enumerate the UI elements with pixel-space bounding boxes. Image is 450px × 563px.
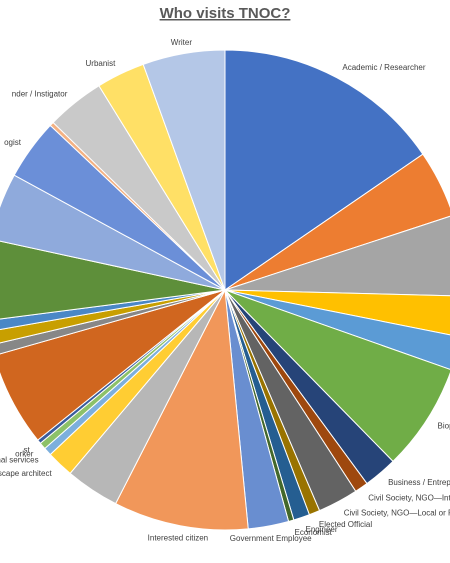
pie-slice bbox=[114, 288, 249, 531]
slice-label: Economist bbox=[295, 528, 333, 537]
pie-slice bbox=[0, 289, 226, 355]
slice-label: orker bbox=[15, 450, 34, 459]
slice-label: Writer bbox=[171, 38, 193, 47]
slice-label: Interested citizen bbox=[148, 534, 208, 543]
pie-slice bbox=[224, 153, 450, 291]
pie-slice bbox=[224, 289, 450, 463]
pie-slices bbox=[0, 49, 450, 531]
slice-label: ogist bbox=[4, 138, 22, 147]
slice-label: andscape architect bbox=[0, 469, 52, 478]
pie-slice bbox=[0, 240, 226, 320]
pie-slice bbox=[224, 289, 450, 370]
slice-labels: Academic / ResearcherActBioplBusiness / … bbox=[0, 38, 450, 543]
pie-slice bbox=[224, 49, 424, 291]
slice-label: Engineer bbox=[306, 525, 338, 534]
chart-title: Who visits TNOC? bbox=[160, 5, 291, 22]
pie-slice bbox=[224, 215, 450, 297]
slice-label: Elected Official bbox=[319, 520, 372, 529]
slice-label: Urbanist bbox=[86, 59, 117, 68]
slice-label: Government Employee bbox=[230, 534, 312, 543]
slice-label: sional services bbox=[0, 456, 39, 465]
slice-label: Civil Society, NGO—Inte bbox=[368, 493, 450, 502]
pie-slice bbox=[0, 289, 226, 344]
slice-label: Academic / Researcher bbox=[342, 63, 425, 72]
slice-label: Biopl bbox=[438, 421, 450, 430]
slice-label: st bbox=[23, 445, 30, 454]
slice-label: Business / Entrep bbox=[388, 478, 450, 487]
slice-label: Civil Society, NGO—Local or Regi bbox=[344, 508, 450, 517]
slice-label: nder / Instigator bbox=[12, 89, 68, 98]
pie-slice bbox=[0, 289, 226, 441]
pie-slice bbox=[142, 49, 226, 291]
